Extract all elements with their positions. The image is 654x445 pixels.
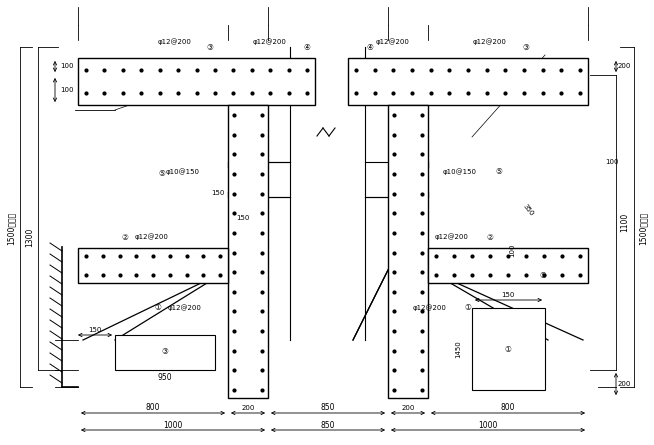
Text: φ12@200: φ12@200 — [135, 234, 169, 240]
Text: ④: ④ — [366, 44, 373, 53]
Text: ①: ① — [154, 303, 162, 312]
Text: 200: 200 — [617, 63, 630, 69]
Text: 100: 100 — [60, 87, 74, 93]
Bar — [78, 248, 228, 283]
Text: φ10@150: φ10@150 — [166, 169, 200, 175]
Text: ②: ② — [122, 232, 128, 242]
Text: ④: ④ — [303, 44, 311, 53]
Text: φ12@200: φ12@200 — [158, 39, 192, 45]
Text: ⑤: ⑤ — [540, 271, 547, 279]
Text: ①: ① — [464, 303, 472, 312]
Text: 150: 150 — [211, 190, 225, 196]
Text: 1300: 1300 — [26, 227, 35, 247]
Text: 150: 150 — [502, 292, 515, 298]
Text: ⑤: ⑤ — [158, 169, 165, 178]
Text: ③: ③ — [523, 44, 530, 53]
Text: ⑤: ⑤ — [496, 167, 502, 177]
Bar — [472, 308, 545, 390]
Text: 100: 100 — [509, 243, 515, 257]
Text: φ12@200: φ12@200 — [435, 234, 469, 240]
Text: 100: 100 — [605, 159, 619, 165]
Text: 150: 150 — [88, 327, 101, 333]
Text: 1000: 1000 — [164, 421, 182, 429]
Text: 850: 850 — [320, 421, 336, 429]
Text: 1100: 1100 — [621, 212, 630, 232]
Text: 200: 200 — [402, 405, 415, 411]
Text: φ12@200: φ12@200 — [253, 39, 287, 45]
Bar — [78, 58, 315, 105]
Text: 350: 350 — [521, 203, 534, 217]
Bar — [228, 105, 268, 398]
Text: 1500背土侧: 1500背土侧 — [638, 211, 647, 245]
Text: φ10@150: φ10@150 — [443, 169, 477, 175]
Text: 800: 800 — [501, 404, 515, 413]
Text: 1000: 1000 — [478, 421, 498, 429]
Text: ③: ③ — [207, 44, 213, 53]
Text: φ12@200: φ12@200 — [413, 305, 447, 312]
Text: 950: 950 — [158, 373, 172, 383]
Bar — [115, 335, 215, 370]
Text: 200: 200 — [241, 405, 254, 411]
Text: φ12@200: φ12@200 — [473, 39, 507, 45]
Text: 850: 850 — [320, 404, 336, 413]
Text: 800: 800 — [146, 404, 160, 413]
Text: 200: 200 — [617, 381, 630, 387]
Text: 1500桩土侧: 1500桩土侧 — [7, 211, 16, 245]
Bar — [388, 105, 428, 398]
Text: ②: ② — [487, 232, 493, 242]
Text: φ12@200: φ12@200 — [376, 39, 410, 45]
Text: 1450: 1450 — [455, 340, 461, 358]
Bar — [348, 58, 588, 105]
Bar — [428, 248, 588, 283]
Text: 150: 150 — [236, 215, 250, 221]
Text: 100: 100 — [60, 63, 74, 69]
Text: ③: ③ — [162, 348, 169, 356]
Text: ①: ① — [505, 344, 511, 353]
Text: φ12@200: φ12@200 — [168, 305, 202, 312]
